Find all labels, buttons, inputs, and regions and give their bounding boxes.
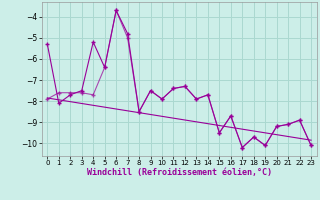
X-axis label: Windchill (Refroidissement éolien,°C): Windchill (Refroidissement éolien,°C) — [87, 168, 272, 177]
